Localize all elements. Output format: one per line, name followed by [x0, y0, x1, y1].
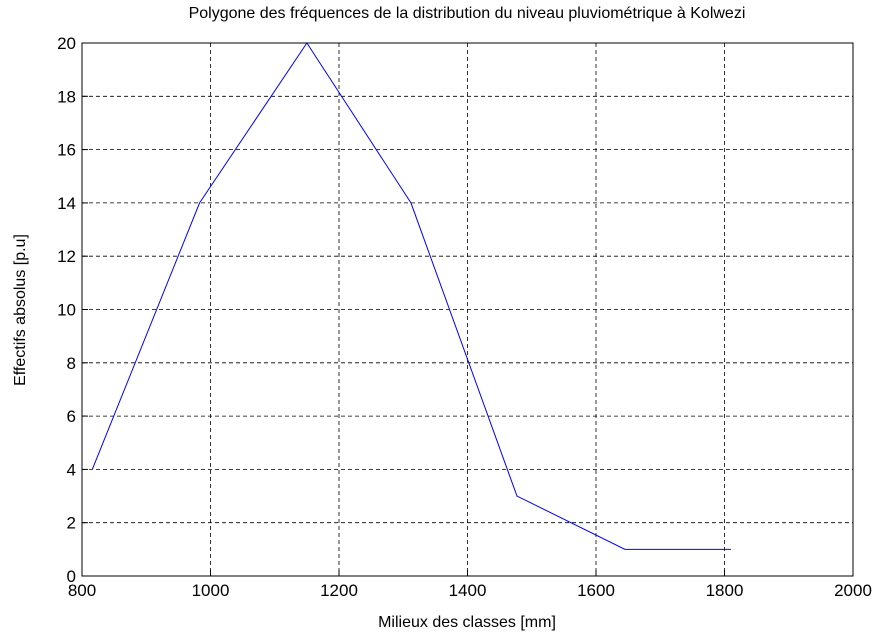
x-tick-label: 1600	[577, 581, 615, 600]
y-tick-label: 2	[67, 514, 76, 533]
y-tick-label: 8	[67, 354, 76, 373]
data-line	[91, 42, 731, 550]
x-tick-label: 2000	[834, 581, 872, 600]
x-tick-label: 800	[68, 581, 96, 600]
y-axis-label: Effectifs absolus [p.u]	[12, 234, 29, 386]
y-tick-label: 10	[57, 301, 76, 320]
y-tick-label: 14	[57, 194, 76, 213]
x-tick-label: 1800	[706, 581, 744, 600]
y-tick-label: 6	[67, 407, 76, 426]
x-tick-label: 1200	[320, 581, 358, 600]
x-axis-label: Milieux des classes [mm]	[378, 614, 556, 631]
y-tick-label: 4	[67, 460, 76, 479]
y-tick-label: 18	[57, 87, 76, 106]
chart-title: Polygone des fréquences de la distributi…	[189, 5, 746, 22]
x-tick-label: 1000	[192, 581, 230, 600]
plot-frame	[81, 42, 854, 577]
y-tick-label: 0	[67, 567, 76, 586]
x-tick-label: 1400	[449, 581, 487, 600]
y-tick-label: 20	[57, 34, 76, 53]
y-tick-label: 16	[57, 141, 76, 160]
y-tick-label: 12	[57, 247, 76, 266]
